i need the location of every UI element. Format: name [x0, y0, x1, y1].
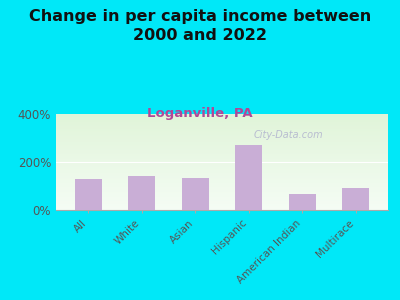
Text: Change in per capita income between
2000 and 2022: Change in per capita income between 2000… [29, 9, 371, 43]
Bar [128, 176, 155, 210]
Bar [342, 188, 369, 210]
Bar [75, 179, 102, 210]
Bar [289, 194, 316, 210]
Bar [235, 145, 262, 210]
Bar [182, 178, 209, 210]
Text: City-Data.com: City-Data.com [254, 130, 323, 140]
Text: Loganville, PA: Loganville, PA [147, 106, 253, 119]
